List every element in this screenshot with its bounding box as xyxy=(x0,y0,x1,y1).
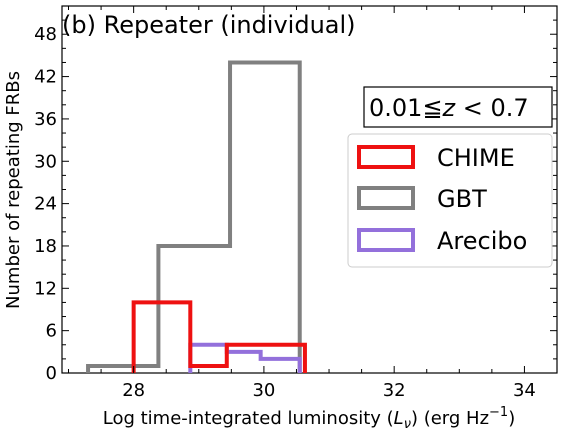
y-axis-label: Number of repeating FRBs xyxy=(3,71,24,309)
x-axis-label-var: L xyxy=(394,408,404,429)
x-axis-label-sub: ν xyxy=(404,417,411,432)
legend-swatch-arecibo xyxy=(357,228,415,252)
y-tick-label: 30 xyxy=(34,151,57,172)
histogram-series-gbt xyxy=(86,60,302,373)
legend: CHIME GBT Arecibo xyxy=(347,133,553,268)
legend-swatch-chime xyxy=(357,145,415,169)
redshift-range-box: 0.01≦z < 0.7 xyxy=(363,86,553,128)
x-tick-label: 32 xyxy=(383,380,406,401)
y-tick-label: 24 xyxy=(34,194,57,215)
redshift-upper-bound: < 0.7 xyxy=(455,94,529,122)
histogram-series-group xyxy=(86,60,307,373)
redshift-lower-bound: 0.01≦ xyxy=(369,94,443,122)
y-tick-label: 42 xyxy=(34,67,57,88)
y-tick-label: 18 xyxy=(34,236,57,257)
x-tick-label: 34 xyxy=(513,380,536,401)
redshift-variable: z xyxy=(442,94,457,122)
x-axis-label-end: ) xyxy=(508,408,515,429)
x-axis-label: Log time-integrated luminosity (Lν) (erg… xyxy=(103,405,515,432)
svg-text:0.01≦z < 0.7: 0.01≦z < 0.7 xyxy=(369,94,529,122)
legend-label-arecibo: Arecibo xyxy=(437,227,527,255)
y-tick-label: 36 xyxy=(34,109,57,130)
x-axis-label-sup: −1 xyxy=(489,405,508,420)
histogram-series-chime xyxy=(131,300,307,373)
y-tick-label: 12 xyxy=(34,278,57,299)
x-tick-label: 30 xyxy=(252,380,275,401)
legend-swatch-gbt xyxy=(357,186,415,210)
x-tick-label: 28 xyxy=(122,380,145,401)
panel-title: (b) Repeater (individual) xyxy=(62,11,356,39)
x-axis-label-main: Log time-integrated luminosity ( xyxy=(103,408,394,429)
axis-ticks: 28 30 32 34 0 6 12 18 24 30 36 42 48 xyxy=(34,6,558,401)
histogram-series-arecibo xyxy=(188,342,302,373)
y-tick-label: 6 xyxy=(46,321,57,342)
legend-label-chime: CHIME xyxy=(437,144,515,172)
y-tick-label: 48 xyxy=(34,24,57,45)
legend-label-gbt: GBT xyxy=(437,185,487,213)
x-axis-label-mid: ) (erg Hz xyxy=(411,408,489,429)
y-tick-label: 0 xyxy=(46,363,57,384)
